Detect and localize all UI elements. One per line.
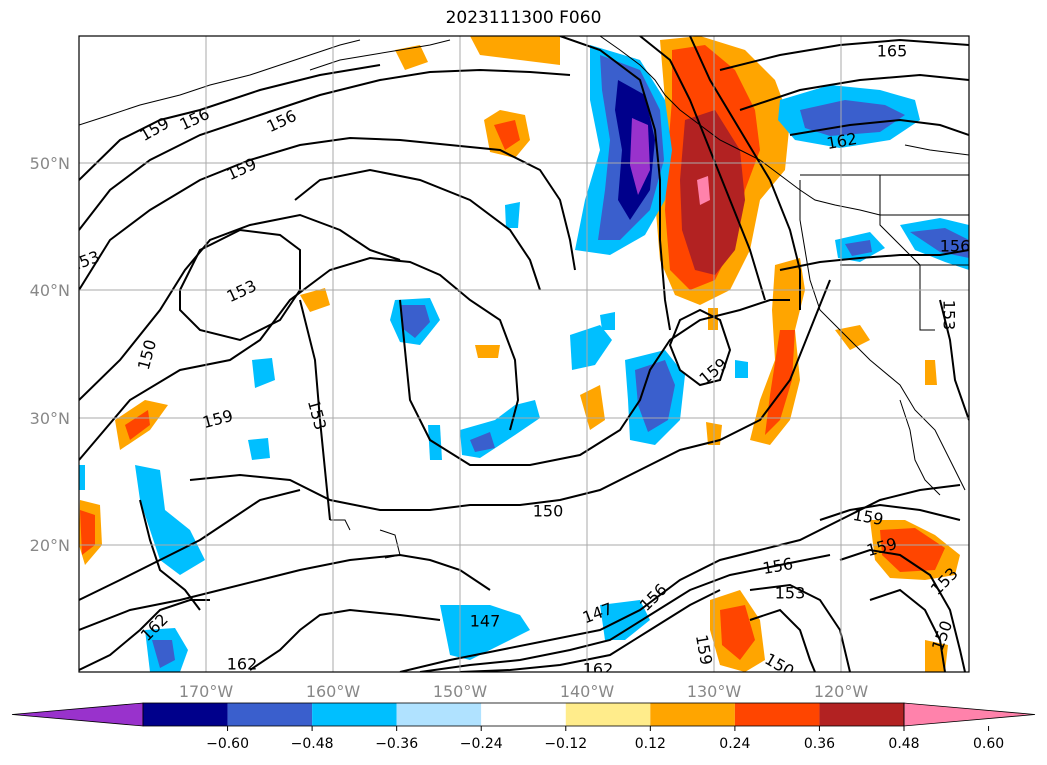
contour-label: 156 [940,237,971,256]
lat-label-50: 50°N [30,154,70,173]
contour-label: 147 [470,612,501,631]
contour-label: 162 [227,655,258,674]
lon-label-130w: 130°W [687,682,742,701]
lat-label-20: 20°N [30,536,70,555]
latitude-labels: 50°N 40°N 30°N 20°N [30,154,70,555]
colorbar-tick-label: 0.12 [635,736,666,752]
graticule [79,36,969,672]
lon-label-170w: 170°W [179,682,234,701]
map-frame [78,35,970,673]
lon-label-120w: 120°W [814,682,869,701]
contour-label: 153 [940,300,959,331]
colorbar-tick-label: 0.36 [804,736,835,752]
contour-label: 150 [533,502,564,521]
colorbar-segment [312,703,397,726]
colorbar-tick-label: −0.60 [206,736,249,752]
lat-label-40: 40°N [30,281,70,300]
map-title: 2023111300 F060 [445,8,602,28]
lat-label-30: 30°N [30,409,70,428]
height-contours [79,36,969,672]
negative-anomaly-fill [79,45,969,672]
colorbar-segment [819,703,904,726]
colorbar-frame [142,702,905,727]
colorbar-tick-label: −0.12 [544,736,587,752]
contour-label: 165 [877,42,908,61]
colorbar-extend-max [903,702,1036,727]
colorbar-segment [396,703,482,726]
longitude-labels: 170°W 160°W 150°W 140°W 130°W 120°W [179,682,869,701]
colorbar-segment [481,703,566,726]
colorbar-segment [650,703,735,726]
colorbar-tick-label: 0.48 [888,736,919,752]
lon-label-140w: 140°W [560,682,615,701]
colorbar-extend-min [11,702,144,727]
lon-label-160w: 160°W [306,682,361,701]
colorbar-segment [227,703,313,726]
colorbar-tick-label: 0.24 [719,736,750,752]
contour-label: 162 [583,660,614,679]
colorbar-tick-label: −0.24 [460,736,503,752]
colorbar-segment [143,703,228,726]
colorbar-tick-label: −0.48 [291,736,334,752]
colorbar-tick-label: 0.60 [973,736,1004,752]
contour-label: 153 [775,584,806,603]
colorbar-segment [734,703,820,726]
positive-anomaly-fill [79,36,960,672]
colorbar-segment [565,703,651,726]
colorbar: −0.60 −0.48 −0.36 −0.24 −0.12 0.12 0.24 0.36 0.4… [11,702,1036,752]
lon-label-150w: 150°W [433,682,488,701]
colorbar-tick-label: −0.36 [375,736,418,752]
coastlines [79,36,969,559]
